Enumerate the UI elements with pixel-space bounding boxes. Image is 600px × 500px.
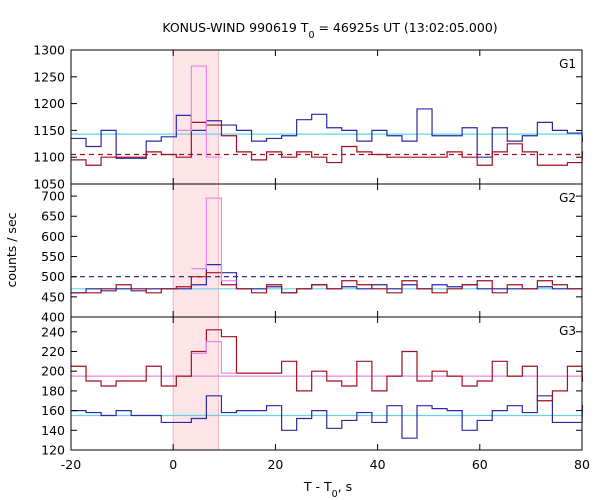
panel-g3-ytick-label: 180 — [41, 383, 65, 398]
panel-g2-label: G2 — [559, 191, 576, 205]
x-axis-title-main: T - T — [303, 479, 332, 494]
panel-g1-series-red — [71, 121, 584, 166]
panel-g2-ytick-label: 700 — [41, 189, 65, 204]
panels-group: 105011001150120012501300G140045050055060… — [33, 43, 590, 473]
x-tick-label: 80 — [574, 457, 590, 472]
panel-g1-ytick-label: 1200 — [33, 96, 65, 111]
x-tick-label: 20 — [267, 457, 283, 472]
panel-g2-frame — [70, 183, 583, 318]
panel-g3-series-pink — [191, 341, 237, 374]
panel-g1-ytick-label: 1300 — [33, 43, 65, 58]
panel-g1-label: G1 — [559, 57, 576, 71]
chart-title-rest: = 46925s UT (13:02:05.000) — [315, 20, 498, 35]
x-axis-title-rest: , s — [338, 479, 352, 494]
x-axis-title: T - T0, s — [303, 479, 352, 500]
panel-g2-ytick-label: 400 — [41, 310, 65, 325]
panel-g2-ytick-label: 650 — [41, 209, 65, 224]
panel-g3-ytick-label: 140 — [41, 423, 65, 438]
panel-g1-series-blue — [71, 108, 584, 159]
panel-g3-ytick-label: 160 — [41, 403, 65, 418]
panel-g1-series-pink — [176, 65, 222, 158]
panel-g3-ytick-label: 120 — [41, 443, 65, 458]
panel-g1: 1050 1100 1150 1200 1250 1300 G1 — [33, 43, 584, 192]
panel-g2-ytick-label: 550 — [41, 249, 65, 264]
panel-g2-ytick-label: 450 — [41, 289, 65, 304]
x-axis-title-subscript: 0 — [332, 489, 338, 500]
panel-g3: 120 140 160 180 200 220 240 G3 — [41, 316, 584, 458]
x-tick-label: 0 — [169, 457, 177, 472]
x-tick-label: 60 — [472, 457, 488, 472]
y-axis-title: counts / sec — [4, 212, 19, 287]
panel-g2-series-pink — [191, 197, 237, 282]
panel-g2-ytick-label: 500 — [41, 269, 65, 284]
panel-g2-ytick-label: 600 — [41, 229, 65, 244]
chart-title-subscript: 0 — [308, 30, 314, 41]
chart-title: KONUS-WIND 990619 T0 = 46925s UT (13:02:… — [162, 20, 497, 41]
x-tick-label: -20 — [61, 457, 81, 472]
panel-g3-label: G3 — [559, 324, 576, 338]
panel-g2-series-red — [71, 272, 583, 294]
chart-title-main: KONUS-WIND 990619 T — [162, 20, 308, 35]
panel-g3-ytick-label: 200 — [41, 364, 65, 379]
panel-g3-series-blue — [71, 395, 584, 439]
panel-g3-ytick-label: 220 — [41, 344, 65, 359]
panel-g3-frame — [70, 316, 583, 451]
panel-g3-series-red — [71, 329, 584, 402]
shaded-interval — [173, 50, 219, 450]
panel-g2: 400 450 500 550 600 650 700 G2 — [41, 183, 583, 325]
x-tick-label: 40 — [370, 457, 386, 472]
panel-g1-ytick-label: 1150 — [33, 123, 65, 138]
panel-g1-ytick-label: 1100 — [33, 150, 65, 165]
panel-g1-ytick-label: 1250 — [33, 69, 65, 84]
panel-g1-ytick-label: 1050 — [33, 177, 65, 192]
panel-g3-ytick-label: 240 — [41, 324, 65, 339]
